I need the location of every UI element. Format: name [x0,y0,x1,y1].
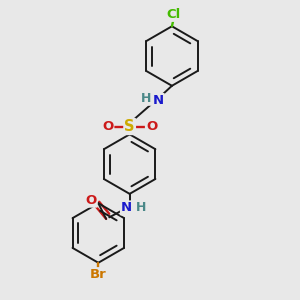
Text: N: N [121,201,132,214]
Text: O: O [146,120,157,133]
Text: O: O [85,194,97,207]
Text: Br: Br [90,268,107,281]
Text: N: N [153,94,164,107]
Text: S: S [124,119,135,134]
Text: O: O [102,120,113,133]
Text: H: H [141,92,152,105]
Text: H: H [136,201,147,214]
Text: Cl: Cl [167,8,181,21]
